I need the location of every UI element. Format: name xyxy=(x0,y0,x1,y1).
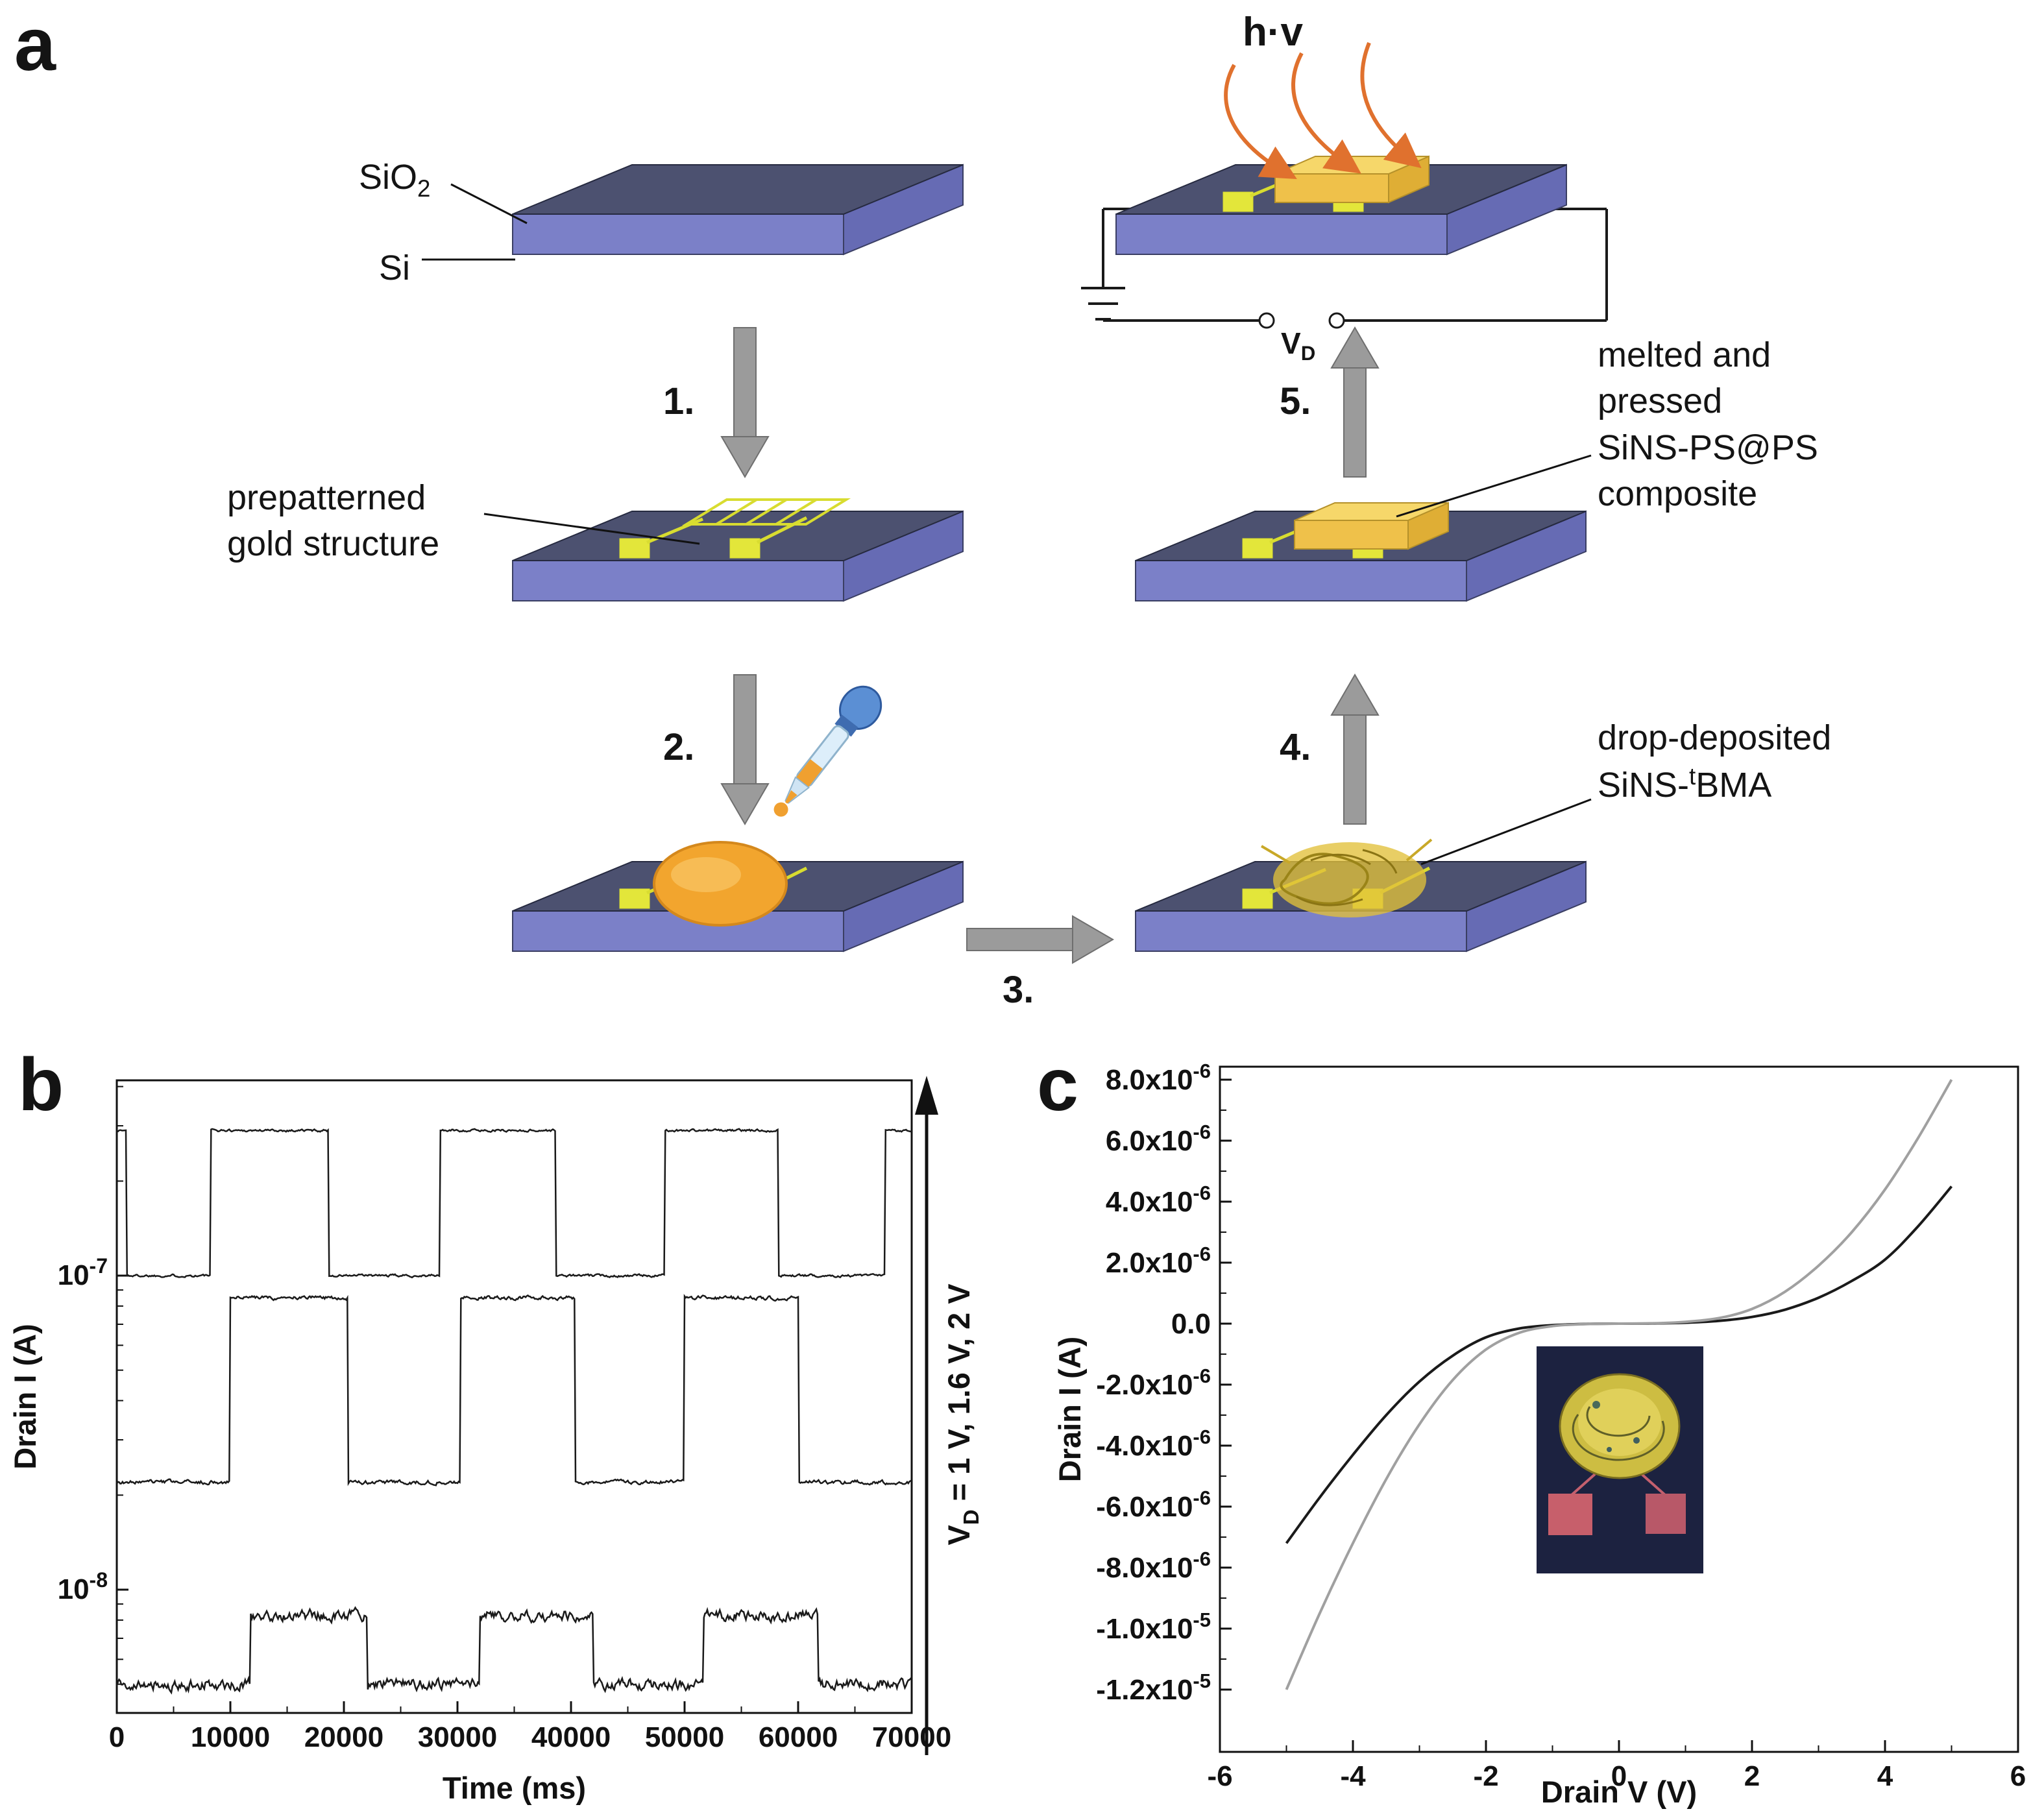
dried-deposit xyxy=(1260,838,1433,917)
substrate-slab-bare xyxy=(512,164,964,256)
composite-slab xyxy=(1294,502,1449,550)
x-tick-label: -2 xyxy=(1473,1760,1498,1792)
step-4-label: 4. xyxy=(1280,726,1311,768)
y-tick-label: 6.0x10-6 xyxy=(1106,1121,1211,1157)
y-tick-label: -2.0x10-6 xyxy=(1096,1365,1211,1401)
process-arrow-up xyxy=(1330,326,1380,478)
y-tick-label: -4.0x10-6 xyxy=(1096,1426,1211,1462)
x-tick-label: -6 xyxy=(1207,1760,1232,1792)
y-tick-label: -1.2x10-5 xyxy=(1096,1669,1211,1706)
y-tick-label: -8.0x10-6 xyxy=(1096,1547,1211,1584)
y-tick-label: 10-8 xyxy=(58,1568,108,1605)
melted-composite-label: melted and pressed SiNS-PS@PS composite xyxy=(1598,335,1818,513)
terminal-circle xyxy=(1328,312,1345,329)
vd-terminal-label: VD xyxy=(1281,326,1316,365)
terminal-circle xyxy=(1258,312,1275,329)
y-tick-label: 2.0x10-6 xyxy=(1106,1243,1211,1279)
x-tick-label: 70000 xyxy=(872,1721,951,1753)
y-axis-title: Drain I (A) xyxy=(8,1324,42,1470)
x-tick-label: 0 xyxy=(109,1721,125,1753)
x-tick-label: 60000 xyxy=(759,1721,838,1753)
prepatterned-gold-label: prepatterned gold structure xyxy=(227,478,440,564)
x-tick-label: 2 xyxy=(1744,1760,1760,1792)
iv-chart: -6 -4 -2 0 2 4 6 8.0x10-6 6.0x10-6 4.0x10-6 2.0x10… xyxy=(1052,1060,2026,1809)
gray-iv-curve xyxy=(1285,1079,1953,1690)
process-arrow-down xyxy=(720,327,770,478)
process-arrow-down xyxy=(720,674,770,825)
solution-droplet xyxy=(653,841,788,927)
pipette-icon xyxy=(773,685,882,817)
x-tick-label: 10000 xyxy=(191,1721,270,1753)
device-photo-inset xyxy=(1537,1346,1703,1573)
label-pointer-lines xyxy=(422,183,1592,866)
fabrication-schematic xyxy=(422,42,1608,964)
vd-values-label: VD = 1 V, 1.6 V, 2 V xyxy=(942,1283,983,1546)
process-arrow-up xyxy=(1330,673,1380,825)
si-label: Si xyxy=(379,249,411,287)
y-tick-label: -6.0x10-6 xyxy=(1096,1486,1211,1523)
light-arrows xyxy=(1224,42,1422,179)
panel-b-label: b xyxy=(18,1043,64,1126)
x-tick-label: 4 xyxy=(1877,1760,1893,1792)
y-tick-label: 10-7 xyxy=(58,1254,108,1291)
x-tick-label: 20000 xyxy=(304,1721,383,1753)
y-tick-label: 8.0x10-6 xyxy=(1106,1060,1211,1096)
step-1-label: 1. xyxy=(663,380,695,422)
x-tick-label: 0 xyxy=(1611,1760,1627,1792)
x-tick-label: 50000 xyxy=(645,1721,724,1753)
light-hv-label: h·v xyxy=(1243,10,1303,55)
photocurrent-trace xyxy=(116,1294,912,1486)
y-tick-label: -1.0x10-5 xyxy=(1096,1608,1211,1645)
step-3-label: 3. xyxy=(1003,969,1034,1011)
y-tick-label: 0.0 xyxy=(1171,1308,1211,1340)
y-axis-title: Drain I (A) xyxy=(1052,1337,1087,1483)
photocurrent-chart: 0 10000 20000 30000 40000 50000 60000 70000 10-7… xyxy=(8,1076,983,1805)
x-axis-title: Time (ms) xyxy=(443,1771,586,1805)
sio2-label: SiO2 xyxy=(359,158,431,202)
drop-deposited-label: drop-deposited SiNS-tBMA xyxy=(1598,718,1832,805)
x-tick-label: 40000 xyxy=(531,1721,611,1753)
ground-symbol xyxy=(1081,287,1125,321)
photocurrent-trace xyxy=(116,1606,912,1695)
process-arrow-right xyxy=(966,915,1114,964)
x-tick-label: -4 xyxy=(1340,1760,1366,1792)
composite-slab xyxy=(1274,155,1430,204)
x-axis-title: Drain V (V) xyxy=(1541,1775,1697,1809)
x-tick-label: 30000 xyxy=(418,1721,497,1753)
panel-a-label: a xyxy=(14,3,56,86)
step-5-label: 5. xyxy=(1280,380,1311,422)
y-tick-label: 4.0x10-6 xyxy=(1106,1182,1211,1218)
step-2-label: 2. xyxy=(663,726,695,768)
gold-comb-structure xyxy=(681,498,851,526)
photocurrent-trace xyxy=(116,1128,912,1279)
panel-c-label: c xyxy=(1037,1043,1078,1126)
x-tick-label: 6 xyxy=(2010,1760,2026,1792)
